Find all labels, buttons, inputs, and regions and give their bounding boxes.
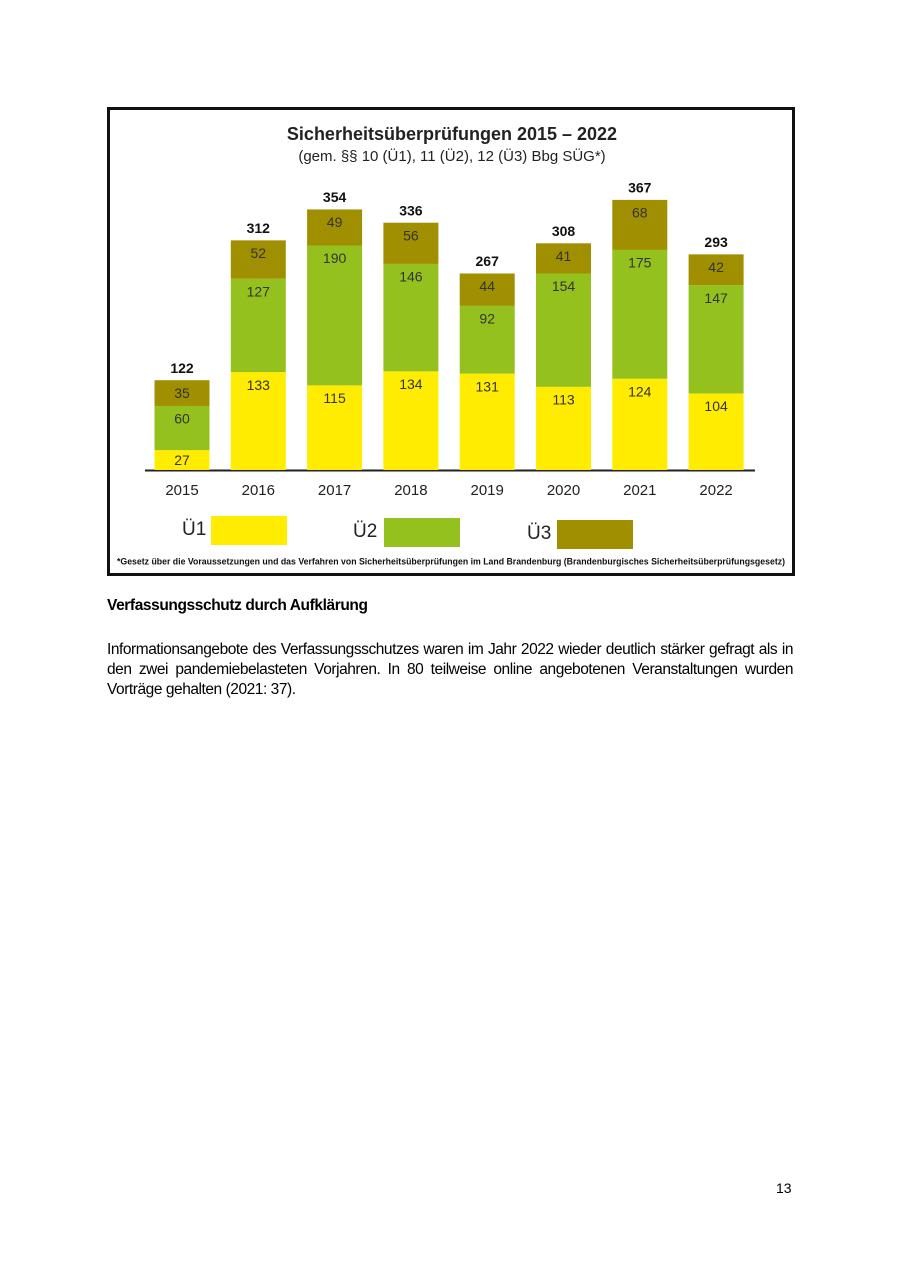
- legend-swatch: [211, 516, 287, 545]
- x-tick-label: 2020: [547, 482, 580, 499]
- segment-label: 27: [174, 452, 190, 468]
- legend-label: Ü2: [353, 521, 377, 542]
- footnote: *Gesetz über die Voraussetzungen und das…: [117, 556, 785, 566]
- bar-segment: [612, 378, 668, 470]
- segment-label: 35: [174, 385, 190, 401]
- x-tick-label: 2015: [165, 482, 198, 499]
- bar-segment: [383, 263, 439, 372]
- total-label: 293: [704, 234, 728, 250]
- segment-label: 41: [556, 248, 572, 264]
- segment-label: 131: [476, 378, 500, 394]
- segment-label: 56: [403, 227, 419, 243]
- bar-segment: [536, 273, 591, 387]
- segment-label: 44: [479, 278, 495, 294]
- bar-segment: [459, 305, 515, 374]
- bar-segment: [154, 405, 210, 451]
- segment-label: 146: [399, 269, 423, 285]
- bar-segment: [154, 380, 210, 406]
- segment-label: 147: [704, 290, 728, 306]
- segment-label: 154: [552, 278, 576, 294]
- total-label: 308: [552, 223, 576, 239]
- total-label: 267: [476, 253, 500, 269]
- bar-segment: [383, 371, 439, 470]
- bar-segment: [612, 199, 668, 250]
- segment-label: 113: [552, 392, 575, 408]
- bar-segment: [230, 240, 286, 279]
- bar-segment: [688, 254, 744, 286]
- bar-segment: [459, 273, 515, 306]
- segment-label: 49: [327, 214, 343, 230]
- segment-label: 133: [247, 377, 271, 393]
- bar-segment: [383, 222, 439, 264]
- chart-title: Sicherheitsüberprüfungen 2015 – 2022: [287, 124, 617, 144]
- segment-label: 68: [632, 205, 648, 221]
- total-label: 312: [247, 220, 271, 236]
- bar-segment: [536, 386, 591, 470]
- total-label: 122: [170, 360, 194, 376]
- page-number: 13: [776, 1180, 792, 1196]
- paragraph: Informationsangebote des Verfassungsschu…: [107, 641, 793, 698]
- x-tick-label: 2021: [623, 482, 656, 499]
- legend-swatch: [557, 520, 633, 549]
- segment-label: 52: [251, 245, 267, 261]
- segment-label: 92: [479, 311, 495, 327]
- segment-label: 60: [174, 411, 190, 427]
- segment-label: 124: [628, 383, 652, 399]
- segment-label: 127: [247, 283, 271, 299]
- x-tick-label: 2022: [699, 482, 732, 499]
- bar-segment: [612, 249, 668, 379]
- legend-swatch: [384, 518, 460, 547]
- total-label: 354: [323, 189, 347, 205]
- heading: Verfassungsschutz durch Aufklärung: [107, 597, 368, 614]
- x-tick-label: 2018: [394, 482, 427, 499]
- bar-segment: [307, 245, 363, 386]
- x-tick-label: 2017: [318, 482, 351, 499]
- legend-label: Ü3: [527, 523, 551, 544]
- chart-subtitle: (gem. §§ 10 (Ü1), 11 (Ü2), 12 (Ü3) Bbg S…: [298, 147, 605, 165]
- bar-segment: [230, 372, 286, 470]
- bar-segment: [230, 278, 286, 373]
- legend-label: Ü1: [182, 519, 206, 540]
- segment-label: 42: [708, 259, 724, 275]
- bar-segment: [459, 373, 515, 470]
- x-tick-label: 2016: [242, 482, 275, 499]
- bar-segment: [536, 243, 591, 274]
- segment-label: 115: [323, 390, 346, 406]
- bar-segment: [307, 385, 363, 470]
- segment-label: 190: [323, 250, 347, 266]
- bar-segment: [688, 285, 744, 394]
- segment-label: 104: [704, 398, 728, 414]
- chart-frame: [107, 107, 795, 576]
- bar-segment: [307, 209, 363, 246]
- x-tick-label: 2019: [471, 482, 504, 499]
- total-label: 367: [628, 180, 652, 196]
- bar-segment: [154, 450, 210, 470]
- segment-label: 175: [628, 255, 652, 271]
- segment-label: 134: [399, 376, 423, 392]
- bar-segment: [688, 393, 744, 470]
- total-label: 336: [399, 202, 423, 218]
